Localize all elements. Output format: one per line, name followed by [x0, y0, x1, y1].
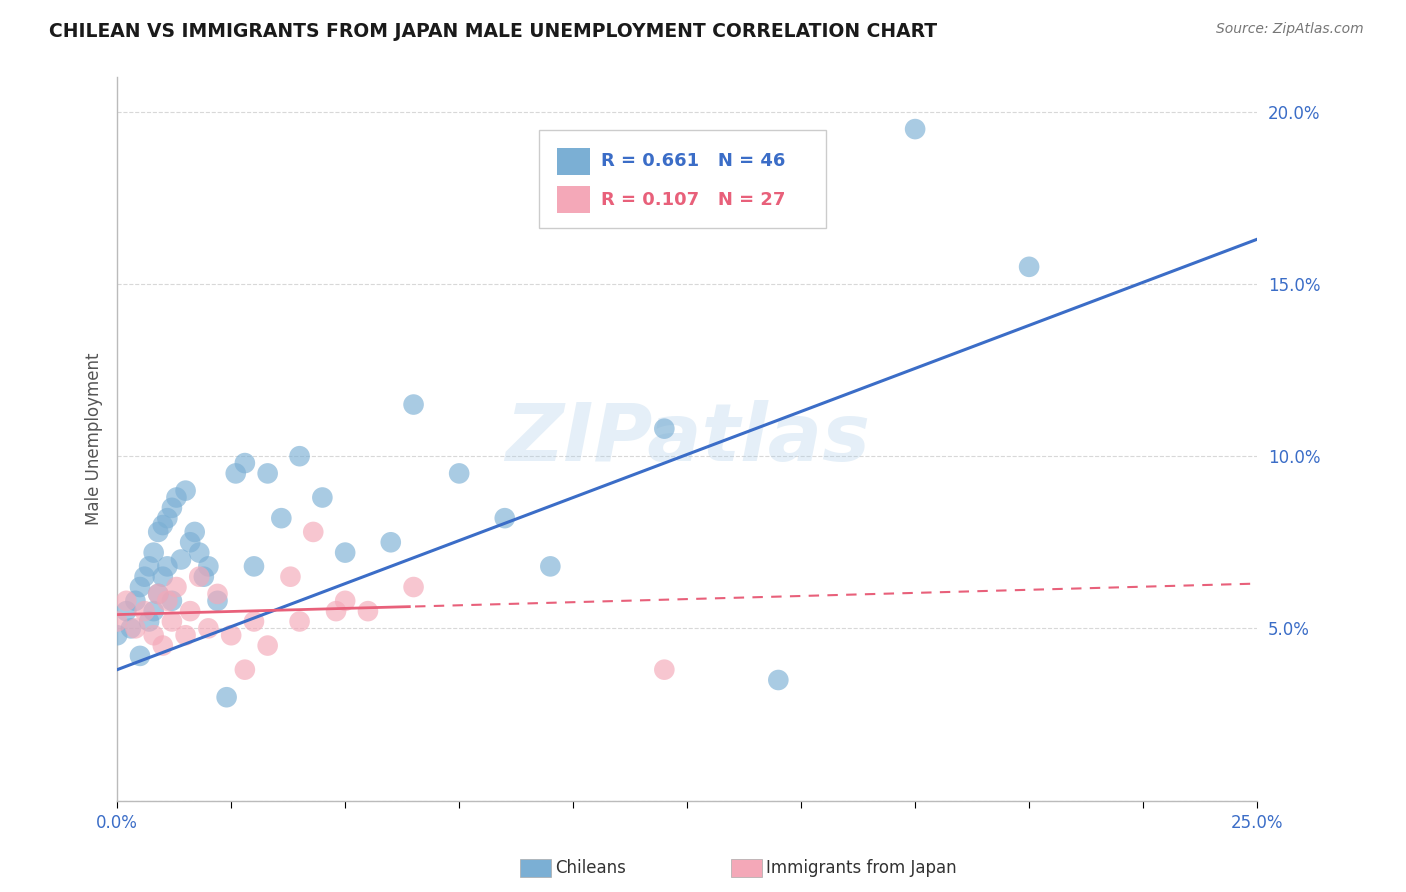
Point [333, 594, 356, 608]
Point [152, 639, 174, 653]
Text: Immigrants from Japan: Immigrants from Japan [766, 859, 957, 877]
Point [904, 122, 927, 136]
Point [156, 559, 179, 574]
Point [152, 518, 174, 533]
Point [280, 570, 302, 584]
Point [207, 587, 229, 601]
Text: CHILEAN VS IMMIGRANTS FROM JAPAN MALE UNEMPLOYMENT CORRELATION CHART: CHILEAN VS IMMIGRANTS FROM JAPAN MALE UN… [49, 22, 938, 41]
Point [357, 604, 380, 618]
Point [207, 594, 229, 608]
Point [380, 535, 402, 549]
Point [219, 628, 242, 642]
Point [1018, 260, 1040, 274]
Point [148, 524, 170, 539]
Point [197, 621, 219, 635]
Point [105, 628, 128, 642]
Point [142, 604, 165, 618]
Point [179, 535, 201, 549]
Point [120, 621, 142, 635]
Point [134, 570, 156, 584]
Point [270, 511, 292, 525]
Point [288, 615, 311, 629]
Point [160, 615, 183, 629]
Text: ZIPatlas: ZIPatlas [505, 400, 870, 478]
Point [183, 524, 205, 539]
Point [233, 663, 256, 677]
Point [156, 511, 179, 525]
Point [402, 580, 425, 594]
Text: R = 0.107   N = 27: R = 0.107 N = 27 [600, 191, 785, 209]
Y-axis label: Male Unemployment: Male Unemployment [86, 352, 103, 525]
Point [179, 604, 201, 618]
Point [233, 456, 256, 470]
Point [311, 491, 333, 505]
Point [325, 604, 347, 618]
Text: Source: ZipAtlas.com: Source: ZipAtlas.com [1216, 22, 1364, 37]
Text: R = 0.661   N = 46: R = 0.661 N = 46 [600, 153, 785, 170]
Point [115, 594, 138, 608]
Point [654, 663, 676, 677]
Point [142, 546, 165, 560]
Point [494, 511, 516, 525]
Point [225, 467, 247, 481]
Point [188, 570, 211, 584]
Point [142, 628, 165, 642]
Point [156, 594, 179, 608]
Point [302, 524, 325, 539]
Point [134, 604, 156, 618]
Point [215, 690, 238, 705]
Point [243, 615, 266, 629]
Point [124, 594, 146, 608]
Point [256, 467, 278, 481]
Point [768, 673, 790, 687]
Point [115, 604, 138, 618]
Point [129, 648, 152, 663]
Point [243, 559, 266, 574]
Point [148, 587, 170, 601]
Point [148, 587, 170, 601]
Point [288, 449, 311, 463]
Point [160, 594, 183, 608]
Point [449, 467, 471, 481]
Point [333, 546, 356, 560]
Point [402, 398, 425, 412]
Point [256, 639, 278, 653]
Point [654, 422, 676, 436]
Point [152, 570, 174, 584]
Point [138, 559, 160, 574]
Point [193, 570, 215, 584]
Point [160, 500, 183, 515]
Text: Chileans: Chileans [555, 859, 626, 877]
Point [174, 483, 197, 498]
Point [129, 580, 152, 594]
Point [166, 491, 188, 505]
Point [174, 628, 197, 642]
Point [105, 615, 128, 629]
Point [166, 580, 188, 594]
Point [138, 615, 160, 629]
Point [188, 546, 211, 560]
Point [170, 552, 193, 566]
Point [197, 559, 219, 574]
Point [538, 559, 561, 574]
Point [124, 621, 146, 635]
